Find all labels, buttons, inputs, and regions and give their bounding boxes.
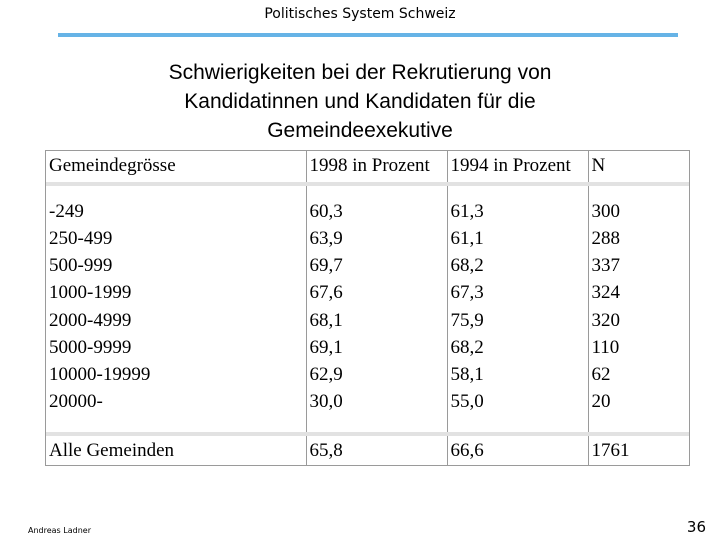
cell-size: 1000-1999 [49,282,132,304]
table-header-row: Gemeindegrösse 1998 in Prozent 1994 in P… [46,151,689,186]
cell-size: 10000-19999 [49,363,151,385]
table-row: 250-499 63,9 61,1 288 [46,225,689,253]
table-row: 1000-1999 67,6 67,3 324 [46,279,689,307]
cell-1998: 63,9 [305,225,447,253]
cell-1994: 66,6 [446,434,588,465]
cell-size: 500-999 [49,255,113,277]
cell-n: 62 [587,361,689,389]
cell-1998: 67,6 [305,279,447,307]
cell-n: 300 [587,198,689,226]
slide-title: Schwierigkeiten bei der Rekrutierung von… [60,58,660,145]
cell-size: Alle Gemeinden [49,439,175,461]
cell-n: 288 [587,225,689,253]
data-table: Gemeindegrösse 1998 in Prozent 1994 in P… [45,150,690,466]
table-grid: Gemeindegrösse 1998 in Prozent 1994 in P… [46,151,689,465]
cell-n: 20 [587,388,689,416]
cell-n: 1761 [587,434,689,465]
column-header: 1998 in Prozent [305,151,447,186]
cell-1998: 62,9 [305,361,447,389]
cell-1998: 68,1 [305,306,447,335]
cell-1994: 68,2 [446,252,588,280]
table-row: 10000-19999 62,9 58,1 62 [46,361,689,389]
table-row: 2000-4999 68,1 75,9 320 [46,306,689,335]
cell-1994: 61,3 [446,198,588,226]
title-line: Schwierigkeiten bei der Rekrutierung von [168,61,552,84]
column-header: 1994 in Prozent [446,151,588,186]
cell-n: 110 [587,334,689,362]
cell-1998: 30,0 [305,388,447,416]
table-total-row: Alle Gemeinden 65,8 66,6 1761 [46,434,689,465]
table-row: 20000- 30,0 55,0 20 [46,388,689,416]
cell-1998: 69,7 [305,252,447,280]
table-row: -249 60,3 61,3 300 [46,198,689,226]
slide-header: Politisches System Schweiz [264,6,456,22]
title-line: Gemeindeexekutive [267,119,453,142]
cell-1994: 61,1 [446,225,588,253]
cell-1994: 67,3 [446,279,588,307]
footer-author: Andreas Ladner [28,526,91,535]
header-rule [58,33,678,37]
cell-n: 324 [587,279,689,307]
table-row: 500-999 69,7 68,2 337 [46,252,689,280]
page-number: 36 [686,518,706,536]
cell-1994: 68,2 [446,334,588,362]
cell-1998: 65,8 [305,434,447,465]
cell-size: 20000- [49,391,103,413]
cell-size: 250-499 [49,227,113,249]
column-header: Gemeindegrösse [46,151,306,186]
cell-1998: 60,3 [305,198,447,226]
title-line: Kandidatinnen und Kandidaten für die [184,90,536,113]
cell-1998: 69,1 [305,334,447,362]
cell-1994: 55,0 [446,388,588,416]
cell-size: 2000-4999 [49,309,132,331]
cell-size: -249 [49,200,84,222]
table-row: 5000-9999 69,1 68,2 110 [46,334,689,362]
cell-1994: 75,9 [446,306,588,335]
cell-size: 5000-9999 [49,336,132,358]
cell-1994: 58,1 [446,361,588,389]
cell-n: 337 [587,252,689,280]
cell-n: 320 [587,306,689,335]
column-header: N [587,151,689,186]
